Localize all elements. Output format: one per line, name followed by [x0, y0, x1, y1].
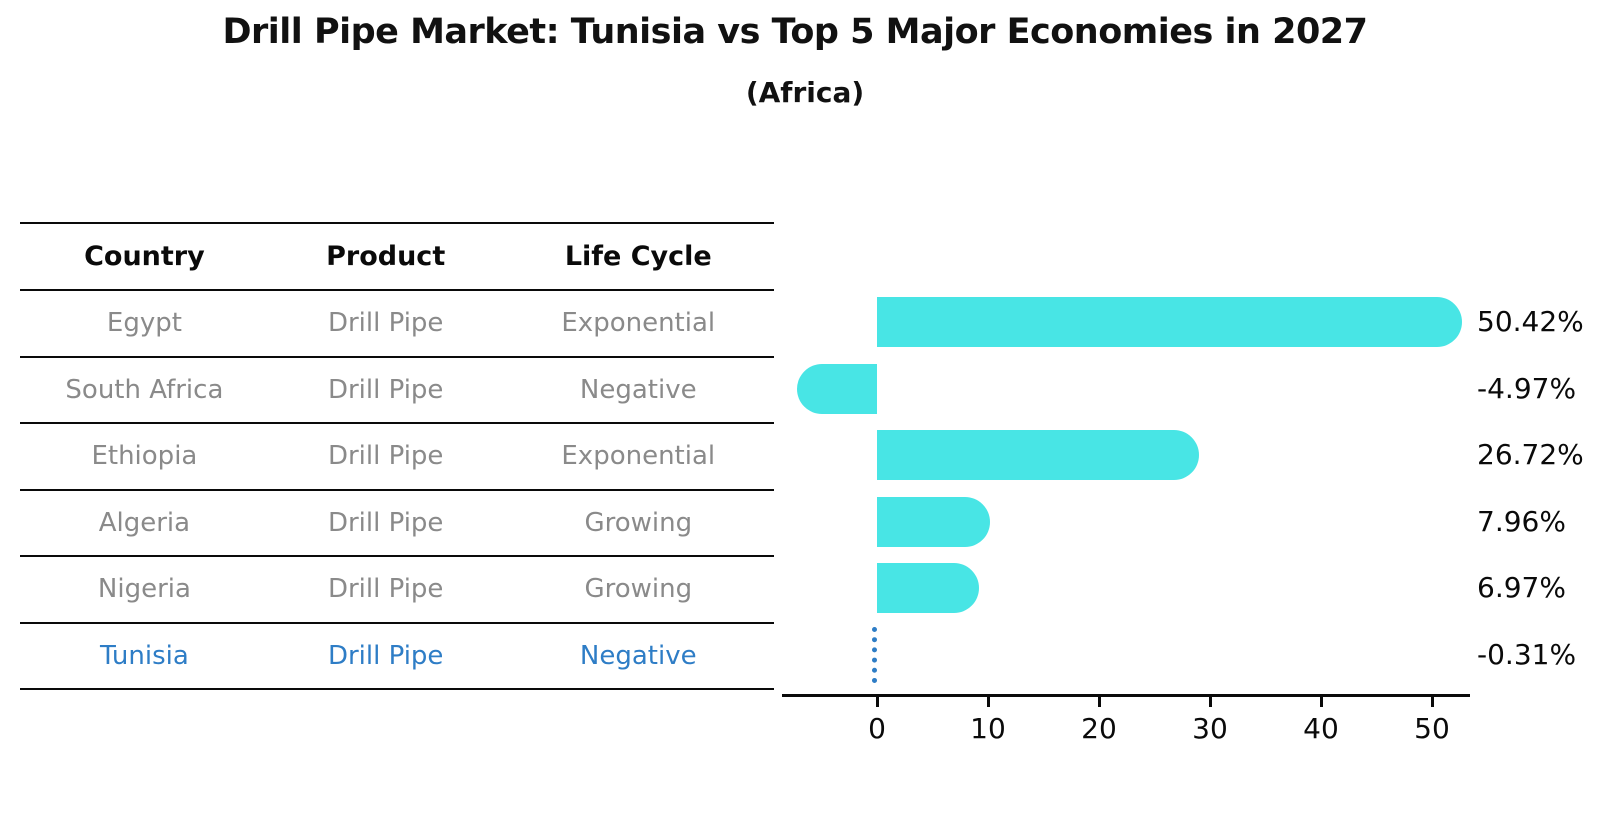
x-axis-tick [1098, 697, 1101, 707]
table-cell-country: Ethiopia [91, 441, 198, 472]
table-header-life-cycle: Life Cycle [564, 241, 712, 272]
x-axis-tick-label: 50 [1414, 712, 1450, 745]
bar-chart: 50.42% -4.97% 26.72% 7.96% 6.97% -0.31% 0 10 20 3… [774, 222, 1584, 762]
table-header-country: Country [84, 241, 205, 272]
value-label: 50.42% [1477, 305, 1584, 339]
table-cell-product: Drill Pipe [327, 441, 444, 472]
table-body: Egypt Drill Pipe Exponential South Africa Dr… [20, 289, 774, 688]
x-axis-tick [876, 697, 879, 707]
x-axis-tick-label: 20 [1081, 712, 1117, 745]
x-axis-tick [1320, 697, 1323, 707]
x-axis-tick-label: 0 [868, 712, 886, 745]
x-axis-line [782, 694, 1470, 697]
table-cell-life-cycle: Negative [579, 374, 697, 405]
table-cell-product: Drill Pipe [327, 574, 444, 605]
x-axis-tick-label: 10 [970, 712, 1006, 745]
table-cell-product: Drill Pipe [327, 374, 444, 405]
x-axis-tick [1431, 697, 1434, 707]
table-header-row: Country Product Life Cycle [20, 224, 774, 289]
bar-egypt [877, 297, 1462, 348]
table-cell-product: Drill Pipe [327, 507, 444, 538]
table-cell-life-cycle: Exponential [561, 441, 716, 472]
table-cell-life-cycle: Exponential [561, 308, 716, 339]
value-label: -0.31% [1477, 637, 1577, 671]
table-cell-country: Nigeria [97, 574, 191, 605]
bar-south-africa [796, 363, 877, 414]
country-table: Country Product Life Cycle Egypt Drill Pi… [20, 222, 774, 690]
table-row: Ethiopia Drill Pipe Exponential [20, 422, 774, 489]
x-axis-tick [1209, 697, 1212, 707]
bar-ethiopia [877, 430, 1199, 481]
table-cell-life-cycle: Negative [579, 640, 697, 671]
table-row: Nigeria Drill Pipe Growing [20, 555, 774, 622]
x-axis-tick [987, 697, 990, 707]
table-cell-country: Tunisia [99, 640, 189, 671]
bar-algeria [877, 496, 991, 547]
bar-nigeria [877, 563, 980, 614]
table-cell-country: Algeria [98, 507, 191, 538]
table-header-product: Product [326, 241, 446, 272]
x-axis-tick-label: 40 [1303, 712, 1339, 745]
table-cell-life-cycle: Growing [584, 574, 693, 605]
table-row: South Africa Drill Pipe Negative [20, 355, 774, 423]
highlight-dotted-marker [871, 626, 877, 683]
table-cell-product: Drill Pipe [327, 308, 444, 339]
table-row: Egypt Drill Pipe Exponential [20, 289, 774, 356]
table-cell-country: South Africa [65, 374, 224, 405]
chart-title: Drill Pipe Market: Tunisia vs Top 5 Majo… [222, 12, 1368, 52]
value-label: 6.97% [1477, 571, 1566, 605]
table-cell-country: Egypt [106, 308, 182, 339]
x-axis-tick-label: 30 [1192, 712, 1228, 745]
table-row: Tunisia Drill Pipe Negative [20, 621, 774, 689]
value-label: -4.97% [1477, 371, 1577, 405]
table-row: Algeria Drill Pipe Growing [20, 488, 774, 556]
table-cell-life-cycle: Growing [584, 507, 693, 538]
value-label: 7.96% [1477, 504, 1566, 538]
table-cell-product: Drill Pipe [327, 640, 444, 671]
chart-subtitle: (Africa) [745, 76, 865, 109]
value-label: 26.72% [1477, 438, 1584, 472]
